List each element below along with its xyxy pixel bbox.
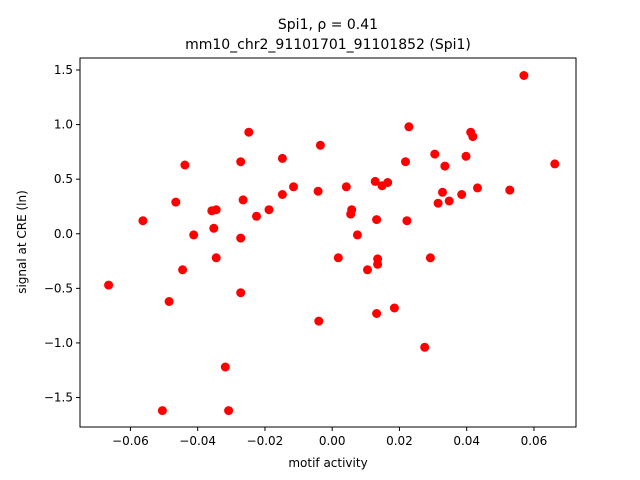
data-point-2: [157, 406, 167, 416]
x-axis-label: motif activity: [288, 456, 367, 470]
data-point-7: [189, 230, 199, 240]
data-point-50: [444, 196, 454, 206]
data-point-19: [252, 211, 261, 221]
x-tick-label: −0.06: [112, 434, 149, 448]
chart-title-line2: mm10_chr2_91101701_91101852 (Spi1): [185, 37, 471, 53]
data-point-4: [171, 197, 181, 207]
data-point-16: [236, 288, 246, 298]
y-tick-label: −0.5: [44, 281, 73, 295]
data-point-9: [209, 223, 219, 233]
data-point-22: [277, 190, 287, 199]
data-point-1: [138, 216, 148, 226]
data-point-34: [372, 215, 382, 225]
y-axis-ticks: −1.5 −1.0 −0.5 0.0 0.5 1.0 1.5: [44, 63, 80, 405]
data-point-41: [401, 157, 410, 167]
data-point-54: [468, 132, 478, 142]
data-points: [104, 71, 560, 416]
data-point-6: [180, 160, 190, 170]
data-point-25: [314, 316, 324, 326]
y-tick-label: 0.0: [54, 227, 73, 241]
data-point-43: [404, 122, 414, 132]
data-point-56: [505, 185, 515, 195]
x-tick-label: −0.04: [179, 434, 216, 448]
data-point-30: [347, 205, 357, 215]
data-point-0: [104, 280, 114, 290]
data-point-57: [519, 71, 529, 80]
data-point-44: [420, 342, 430, 352]
x-tick-label: −0.02: [247, 434, 284, 448]
data-point-27: [333, 253, 343, 263]
x-axis-ticks: −0.06 −0.04 −0.02 0.00 0.02 0.04 0.06: [112, 427, 547, 448]
data-point-3: [164, 297, 174, 306]
plot-frame: [79, 57, 577, 428]
data-point-52: [461, 151, 471, 161]
data-point-32: [363, 265, 372, 275]
x-tick-label: 0.00: [319, 434, 346, 448]
y-tick-label: 1.0: [54, 118, 73, 132]
data-point-33: [370, 176, 380, 186]
y-tick-label: −1.5: [44, 391, 73, 405]
data-point-17: [238, 195, 248, 205]
data-point-42: [402, 216, 412, 226]
data-point-40: [389, 303, 399, 313]
data-point-49: [440, 161, 450, 171]
x-tick-label: 0.02: [386, 434, 413, 448]
data-point-31: [352, 230, 362, 240]
data-point-37: [373, 254, 383, 264]
data-point-51: [457, 190, 467, 199]
data-point-21: [277, 153, 287, 163]
data-point-46: [430, 149, 440, 159]
data-point-10: [211, 205, 221, 215]
data-point-47: [433, 198, 443, 208]
data-point-24: [313, 186, 323, 196]
data-point-12: [220, 362, 230, 372]
chart-title-line1: Spi1, ρ = 0.41: [278, 17, 378, 33]
data-point-14: [236, 157, 246, 167]
x-tick-label: 0.06: [521, 434, 548, 448]
data-point-45: [425, 253, 435, 263]
data-point-58: [550, 159, 560, 169]
data-point-23: [289, 182, 298, 192]
data-point-11: [211, 253, 221, 263]
y-tick-label: −1.0: [44, 336, 73, 350]
data-point-48: [438, 187, 447, 197]
x-tick-label: 0.04: [453, 434, 480, 448]
data-point-55: [473, 183, 482, 193]
data-point-5: [178, 265, 188, 275]
data-point-39: [383, 178, 393, 187]
data-point-35: [372, 309, 382, 318]
y-tick-label: 1.5: [54, 63, 73, 77]
data-point-18: [244, 127, 254, 137]
y-tick-label: 0.5: [54, 172, 73, 186]
data-point-26: [315, 140, 325, 150]
data-point-28: [341, 182, 351, 192]
y-axis-label: signal at CRE (ln): [15, 190, 29, 294]
data-point-15: [236, 233, 246, 243]
data-point-20: [264, 205, 274, 215]
data-point-13: [224, 406, 234, 416]
